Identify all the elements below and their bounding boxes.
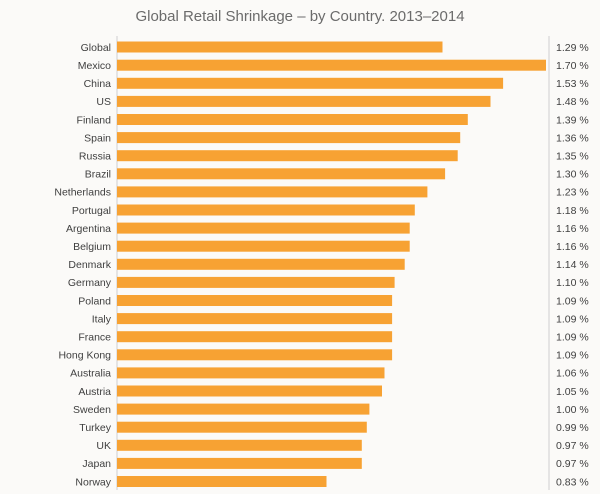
category-labels-group: Global Mexico China US Finland Spain Russia Bra… xyxy=(54,42,112,488)
value-label: 1.09 % xyxy=(556,350,589,362)
category-label: Poland xyxy=(78,295,111,307)
bar-china xyxy=(117,77,504,89)
value-label: 1.00 % xyxy=(556,404,589,416)
bar-argentina xyxy=(117,222,410,234)
category-label: US xyxy=(96,96,111,108)
bar-us xyxy=(117,95,491,107)
value-label: 1.09 % xyxy=(556,313,589,325)
category-label: Australia xyxy=(70,368,111,380)
category-label: Japan xyxy=(82,458,111,470)
category-label: Russia xyxy=(79,151,111,163)
bar-hong-kong xyxy=(117,349,393,361)
bar-austria xyxy=(117,385,382,397)
category-label: China xyxy=(84,78,112,90)
value-label: 1.70 % xyxy=(556,60,589,72)
value-label: 0.97 % xyxy=(556,440,589,452)
bar-turkey xyxy=(117,421,367,433)
bar-norway xyxy=(117,476,327,487)
category-label: Belgium xyxy=(73,241,111,253)
value-label: 1.06 % xyxy=(556,368,589,380)
value-label: 0.99 % xyxy=(556,422,589,434)
bar-japan xyxy=(117,457,362,469)
value-label: 1.36 % xyxy=(556,132,589,144)
value-label: 1.39 % xyxy=(556,114,589,126)
value-label: 1.16 % xyxy=(556,223,589,235)
category-label: Turkey xyxy=(79,422,111,434)
category-label: Finland xyxy=(77,114,112,126)
category-label: Argentina xyxy=(66,223,111,235)
bar-poland xyxy=(117,295,393,306)
value-label: 1.48 % xyxy=(556,96,589,108)
category-label: Portugal xyxy=(72,205,111,217)
value-label: 1.23 % xyxy=(556,187,589,199)
value-label: 0.83 % xyxy=(556,476,589,488)
value-label: 1.10 % xyxy=(556,277,589,289)
category-label: Austria xyxy=(78,386,111,398)
category-label: Global xyxy=(81,42,111,54)
category-label: Spain xyxy=(84,132,111,144)
bar-mexico xyxy=(117,59,546,71)
value-label: 1.35 % xyxy=(556,151,589,163)
bars-group xyxy=(117,41,546,487)
bar-italy xyxy=(117,313,393,325)
bar-russia xyxy=(117,150,458,162)
value-label: 1.05 % xyxy=(556,386,589,398)
category-label: Italy xyxy=(92,313,112,325)
bar-netherlands xyxy=(117,186,428,198)
category-label: Mexico xyxy=(78,60,111,72)
category-label: Denmark xyxy=(68,259,111,271)
chart-title: Global Retail Shrinkage – by Country. 20… xyxy=(135,8,464,25)
bar-france xyxy=(117,331,393,343)
value-labels-group: 1.29 % 1.70 % 1.53 % 1.48 % 1.39 % 1.36 % 1.35… xyxy=(556,42,589,488)
category-label: Norway xyxy=(75,476,111,488)
value-label: 1.29 % xyxy=(556,42,589,54)
category-label: UK xyxy=(96,440,111,452)
bar-spain xyxy=(117,132,461,144)
bar-belgium xyxy=(117,240,410,252)
category-label: Hong Kong xyxy=(58,350,111,362)
category-label: Brazil xyxy=(85,169,111,181)
category-label: Germany xyxy=(68,277,112,289)
value-label: 1.09 % xyxy=(556,332,589,344)
bar-germany xyxy=(117,276,395,288)
bar-denmark xyxy=(117,258,405,270)
bar-australia xyxy=(117,367,385,379)
bar-brazil xyxy=(117,168,446,180)
category-label: Netherlands xyxy=(54,187,111,199)
category-label: France xyxy=(78,332,111,344)
value-label: 1.30 % xyxy=(556,169,589,181)
bar-finland xyxy=(117,114,468,125)
bar-sweden xyxy=(117,403,370,415)
bar-uk xyxy=(117,439,362,451)
value-label: 1.16 % xyxy=(556,241,589,253)
value-label: 1.53 % xyxy=(556,78,589,90)
value-label: 0.97 % xyxy=(556,458,589,470)
value-label: 1.09 % xyxy=(556,295,589,307)
value-label: 1.14 % xyxy=(556,259,589,271)
bar-global xyxy=(117,41,443,53)
value-label: 1.18 % xyxy=(556,205,589,217)
category-label: Sweden xyxy=(73,404,111,416)
bar-portugal xyxy=(117,204,415,216)
